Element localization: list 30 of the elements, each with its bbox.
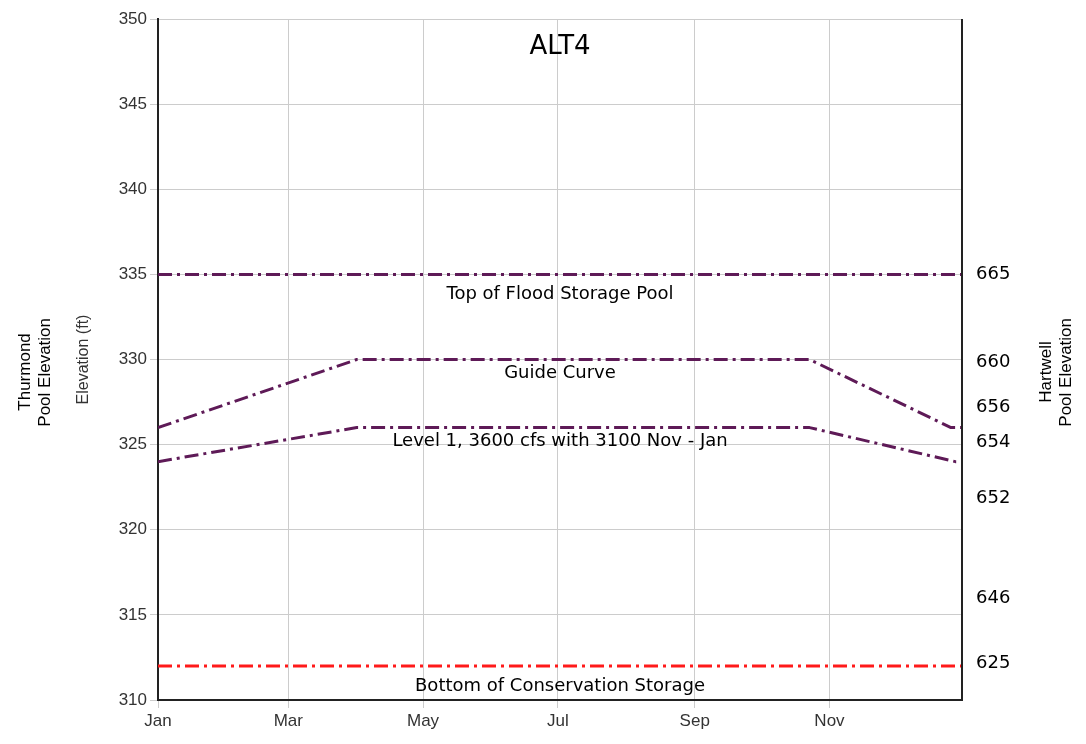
text: 660 <box>976 350 1011 371</box>
y-tick-label: 315 <box>118 604 147 624</box>
x-tick-label: Jul <box>546 710 569 730</box>
x-tick-label: Jan <box>144 710 172 730</box>
x-tick-label: Sep <box>679 710 710 730</box>
y-tick-label: 335 <box>118 264 147 284</box>
x-tick-label: Mar <box>273 710 304 730</box>
y-tick-label: 325 <box>118 434 147 454</box>
text: Thurmond Pool Elevation <box>15 317 55 427</box>
text: 646 <box>976 586 1011 607</box>
x-tick-label: May <box>406 710 440 730</box>
ref-line-label: Top of Flood Storage Pool <box>445 282 674 304</box>
y-tick-label: 340 <box>118 178 147 198</box>
y-axis-title: Elevation (ft) <box>74 314 92 405</box>
y-tick-label: 330 <box>118 349 147 369</box>
y-tick-label: 345 <box>118 93 147 113</box>
text: 665 <box>976 262 1011 283</box>
y2-axis-title: Hartwell Pool Elevation <box>1036 317 1076 427</box>
text: 654 <box>976 430 1011 451</box>
y-tick-label: 320 <box>118 519 147 539</box>
x-tick-label: Nov <box>814 710 846 730</box>
y-tick-label: 310 <box>118 689 147 709</box>
text: 656 <box>976 395 1011 416</box>
text: 625 <box>976 651 1011 672</box>
y-tick-label: 350 <box>118 8 147 28</box>
series-label: Guide Curve <box>504 361 616 383</box>
series-label: Level 1, 3600 cfs with 3100 Nov - Jan <box>392 429 728 451</box>
ref-line-label: Bottom of Conservation Storage <box>415 673 705 695</box>
chart-title: ALT4 <box>529 29 591 60</box>
text: 652 <box>976 486 1011 507</box>
